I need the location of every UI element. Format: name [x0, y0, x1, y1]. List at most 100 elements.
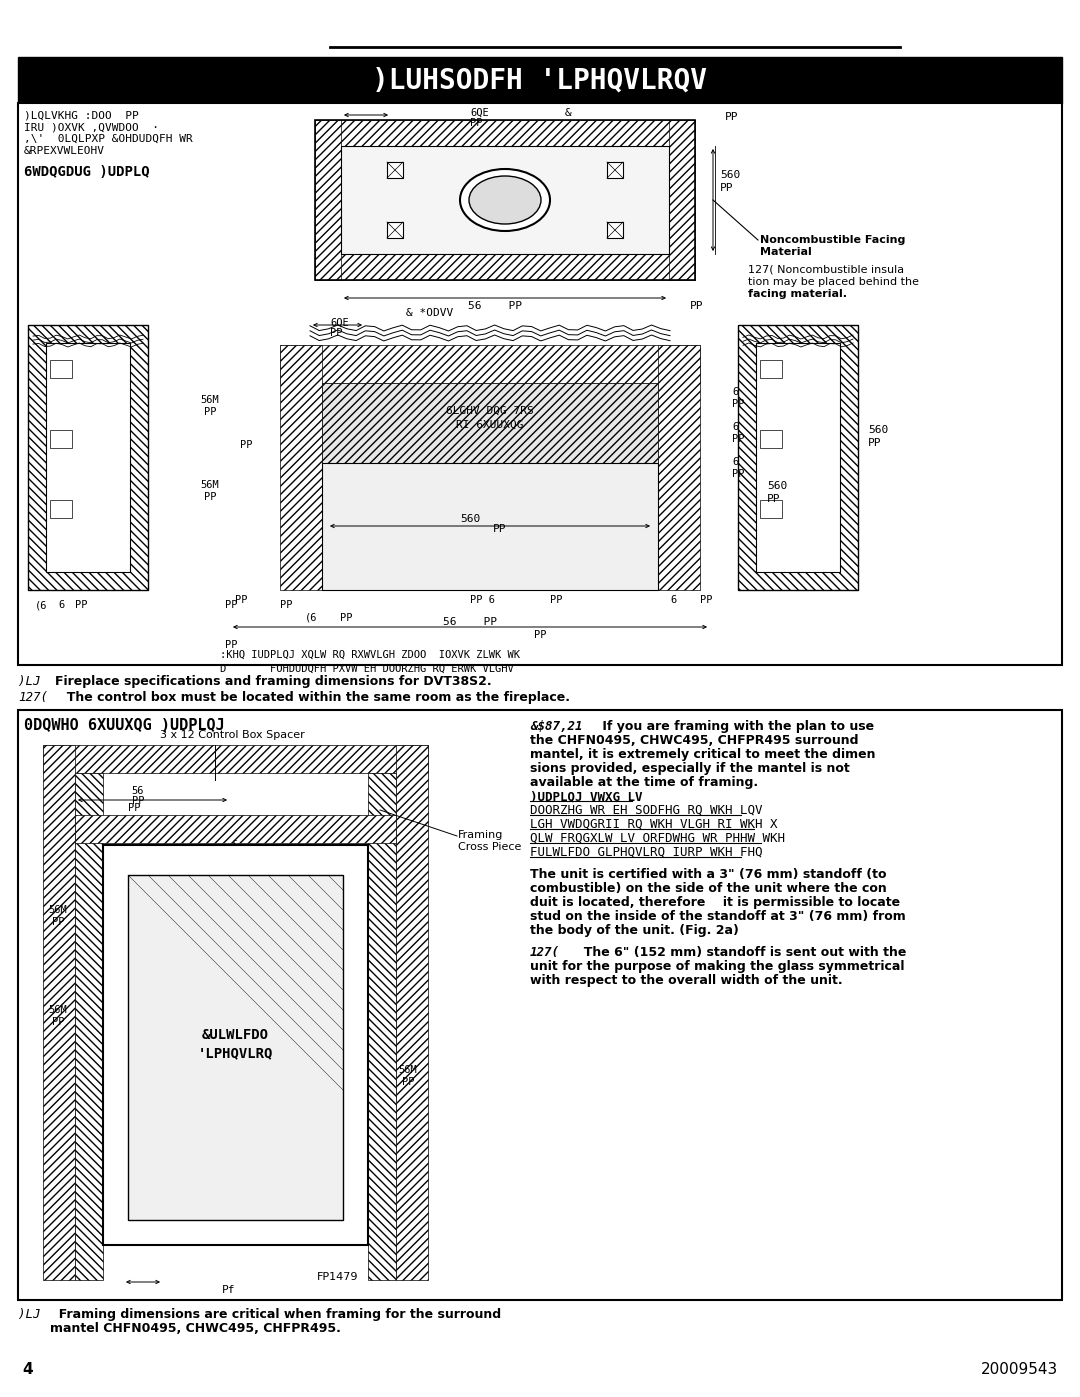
Bar — [129, 875, 343, 1220]
Text: RI 6XUUXQG: RI 6XUUXQG — [456, 420, 524, 430]
Text: tion may be placed behind the: tion may be placed behind the — [748, 277, 919, 286]
Text: 6: 6 — [58, 599, 64, 610]
Text: 20009543: 20009543 — [981, 1362, 1058, 1377]
Text: PP: PP — [280, 599, 293, 610]
Text: 4: 4 — [22, 1362, 32, 1377]
Text: 6: 6 — [670, 595, 676, 605]
Text: Framing: Framing — [458, 830, 503, 840]
Text: Noncombustible Facing: Noncombustible Facing — [760, 235, 905, 244]
Text: 56M
PP: 56M PP — [49, 1004, 67, 1027]
Bar — [738, 326, 858, 590]
Text: PP: PP — [767, 495, 781, 504]
Text: DOORZHG WR EH SODFHG RQ WKH LQV: DOORZHG WR EH SODFHG RQ WKH LQV — [530, 805, 762, 817]
Text: PP: PP — [129, 803, 140, 813]
Text: &$87,21: &$87,21 — [530, 719, 582, 733]
Bar — [50, 360, 72, 379]
Text: 6
PP: 6 PP — [732, 457, 744, 479]
Text: Material: Material — [760, 247, 812, 257]
Bar — [738, 326, 858, 590]
Text: &ULWLFDO: &ULWLFDO — [202, 1028, 269, 1042]
Bar — [50, 430, 72, 448]
Ellipse shape — [460, 169, 550, 231]
Bar — [322, 383, 658, 462]
Bar — [75, 814, 396, 842]
Text: LGH VWDQGRII RQ WKH VLGH RI WKH X: LGH VWDQGRII RQ WKH VLGH RI WKH X — [530, 819, 778, 831]
Text: sions provided, especially if the mantel is not: sions provided, especially if the mantel… — [530, 761, 850, 775]
Text: 127(: 127( — [18, 692, 48, 704]
Text: 3 x 12 Control Box Spacer: 3 x 12 Control Box Spacer — [160, 731, 305, 740]
Bar — [75, 773, 103, 1280]
Bar — [669, 120, 696, 279]
Text: (6: (6 — [305, 613, 318, 623]
Bar — [50, 500, 72, 518]
Text: )LUHSODFH 'LPHQVLRQV: )LUHSODFH 'LPHQVLRQV — [373, 66, 707, 94]
Text: )LJ: )LJ — [18, 675, 48, 687]
Text: stud on the inside of the standoff at 3" (76 mm) from: stud on the inside of the standoff at 3"… — [530, 909, 906, 923]
Text: 56M
PP: 56M PP — [399, 1065, 417, 1087]
Text: 56M
PP: 56M PP — [201, 481, 219, 502]
Text: available at the time of framing.: available at the time of framing. — [530, 775, 758, 789]
Bar — [18, 710, 1062, 1301]
Text: (6: (6 — [35, 599, 48, 610]
Bar — [28, 326, 148, 590]
Text: 560: 560 — [868, 425, 888, 434]
Text: FULWLFDO GLPHQVLRQ IURP WKH FHQ: FULWLFDO GLPHQVLRQ IURP WKH FHQ — [530, 847, 762, 859]
Text: 6LGHV DQG 7RS: 6LGHV DQG 7RS — [446, 407, 534, 416]
Bar — [658, 345, 700, 590]
Text: )LJ: )LJ — [18, 1308, 48, 1322]
Text: 127( Noncombustible insula: 127( Noncombustible insula — [748, 265, 904, 275]
Bar — [28, 326, 148, 590]
Bar — [760, 500, 782, 518]
Text: PP: PP — [225, 640, 238, 650]
Text: 560: 560 — [460, 514, 481, 524]
Text: PP: PP — [75, 599, 87, 610]
Text: The control box must be located within the same room as the fireplace.: The control box must be located within t… — [58, 692, 570, 704]
Text: Pf: Pf — [221, 1285, 235, 1295]
Text: QLW FRQGXLW LV ORFDWHG WR PHHW WKH: QLW FRQGXLW LV ORFDWHG WR PHHW WKH — [530, 833, 785, 845]
Text: FP1479: FP1479 — [316, 1273, 357, 1282]
Text: Cross Piece: Cross Piece — [458, 842, 522, 852]
Text: Framing dimensions are critical when framing for the surround: Framing dimensions are critical when fra… — [50, 1308, 501, 1322]
Text: PP: PP — [132, 796, 145, 806]
Text: with respect to the overall width of the unit.: with respect to the overall width of the… — [530, 974, 842, 988]
Text: 56: 56 — [132, 787, 145, 796]
Text: PP: PP — [690, 300, 703, 312]
Bar — [280, 345, 322, 590]
Bar — [607, 162, 623, 177]
Text: &RPEXVWLEOHV: &RPEXVWLEOHV — [24, 147, 105, 156]
Bar — [315, 120, 696, 279]
Text: The unit is certified with a 3" (76 mm) standoff (to: The unit is certified with a 3" (76 mm) … — [530, 868, 887, 882]
Bar — [315, 120, 696, 147]
Bar — [43, 745, 428, 773]
Text: 56M
PP: 56M PP — [49, 905, 67, 926]
Bar — [322, 462, 658, 590]
Text: If you are framing with the plan to use: If you are framing with the plan to use — [598, 719, 874, 733]
Text: PP: PP — [700, 595, 713, 605]
Bar — [607, 222, 623, 237]
Text: Fireplace specifications and framing dimensions for DVT38S2.: Fireplace specifications and framing dim… — [55, 675, 491, 687]
Bar — [756, 344, 840, 571]
Text: 56M
PP: 56M PP — [201, 395, 219, 416]
Text: PP: PP — [550, 595, 563, 605]
Text: duit is located, therefore    it is permissible to locate: duit is located, therefore it is permiss… — [530, 895, 900, 909]
Text: 6WDQGDUG )UDPLQ: 6WDQGDUG )UDPLQ — [24, 165, 150, 179]
Text: &: & — [231, 840, 239, 849]
Bar — [368, 773, 396, 1280]
Text: PP: PP — [868, 439, 881, 448]
Text: the body of the unit. (Fig. 2a): the body of the unit. (Fig. 2a) — [530, 923, 739, 937]
Text: mantel, it is extremely critical to meet the dimen: mantel, it is extremely critical to meet… — [530, 747, 876, 761]
Bar — [760, 430, 782, 448]
Text: 6QE: 6QE — [330, 319, 349, 328]
Bar — [387, 222, 403, 237]
Text: 127(: 127( — [530, 946, 561, 958]
Text: PP: PP — [720, 183, 733, 193]
Text: The 6" (152 mm) standoff is sent out with the: The 6" (152 mm) standoff is sent out wit… — [575, 946, 906, 958]
Bar — [315, 254, 696, 279]
Text: :KHQ IUDPLQJ XQLW RQ RXWVLGH ZDOO  IOXVK ZLWK WK: :KHQ IUDPLQJ XQLW RQ RXWVLGH ZDOO IOXVK … — [220, 650, 519, 659]
Text: 56    PP: 56 PP — [443, 617, 497, 627]
Text: 6QE: 6QE — [470, 108, 489, 117]
Text: PP: PP — [494, 524, 507, 534]
Text: 560: 560 — [720, 170, 740, 180]
Text: mantel CHFN0495, CHWC495, CHFPR495.: mantel CHFN0495, CHWC495, CHFPR495. — [50, 1322, 341, 1336]
Text: )LQLVKHG :DOO  PP: )LQLVKHG :DOO PP — [24, 110, 138, 120]
